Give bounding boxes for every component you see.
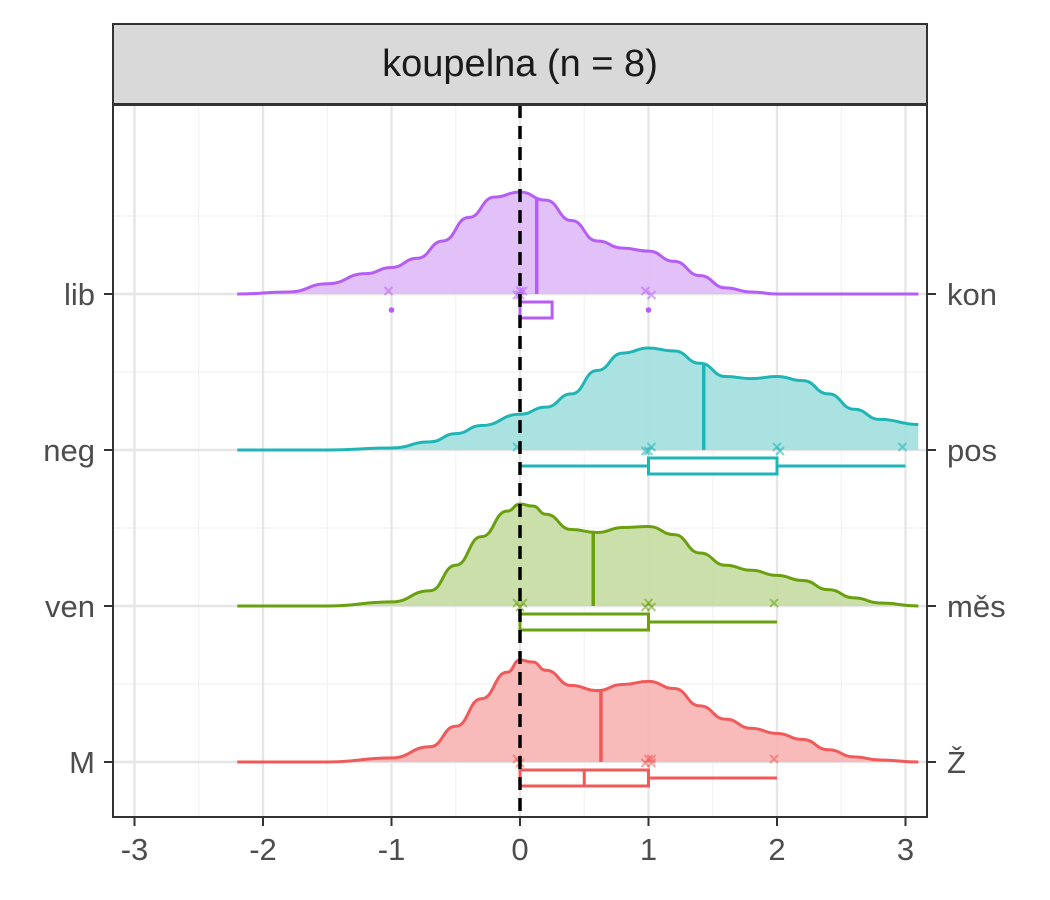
ridge-neg (237, 346, 919, 476)
y-tick-label-left: M (69, 745, 95, 780)
outlier-point (645, 307, 652, 313)
data-point (646, 290, 657, 300)
box (518, 300, 554, 320)
y-tick-label-left: lib (64, 277, 95, 312)
box (647, 456, 779, 476)
ridge-lib (237, 190, 919, 320)
density-fill (237, 660, 919, 762)
y-tick-label-right: měs (947, 589, 1006, 624)
density-fill (237, 504, 919, 606)
x-tick-label: -1 (378, 832, 406, 867)
data-point (646, 442, 657, 452)
x-tick-label: -3 (121, 832, 149, 867)
x-tick-label: -2 (249, 832, 277, 867)
data-point (646, 602, 657, 612)
data-point (775, 446, 785, 456)
y-tick-label-right: Ž (947, 745, 966, 780)
y-tick-label-left: neg (43, 433, 95, 468)
data-point (769, 598, 779, 608)
data-point (646, 758, 657, 768)
x-tick-label: 3 (897, 832, 914, 867)
ridge-ven (237, 502, 919, 632)
density-line (237, 190, 919, 296)
density-line (237, 502, 919, 608)
density-line (237, 346, 919, 452)
outlier-point (388, 307, 395, 313)
x-tick-label: 1 (640, 832, 657, 867)
data-point (769, 754, 779, 764)
density-fill (237, 348, 919, 450)
data-point (640, 286, 651, 296)
data-point (515, 286, 525, 296)
facet-title: koupelna (n = 8) (382, 43, 658, 85)
x-tick-label: 2 (768, 832, 785, 867)
y-tick-label-right: kon (947, 277, 997, 312)
y-tick-label-right: pos (947, 433, 997, 468)
x-tick-label: 0 (511, 832, 528, 867)
data-point (518, 286, 528, 296)
data-point (897, 442, 908, 452)
density-fill (237, 192, 919, 294)
data-point (383, 286, 394, 296)
data-point (640, 446, 651, 456)
density-line (237, 658, 919, 764)
box (518, 612, 650, 632)
y-tick-label-left: ven (45, 589, 95, 624)
plot-panel (112, 104, 928, 818)
ridge-M (237, 658, 919, 788)
facet-strip (112, 23, 928, 105)
